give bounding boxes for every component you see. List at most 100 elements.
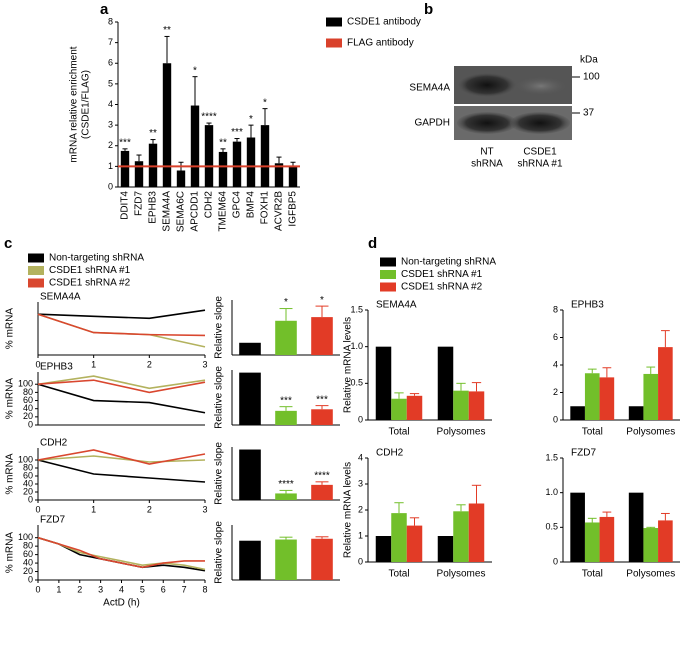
y-tick-label: 0 <box>358 556 363 566</box>
y-axis-label: Relative slope <box>214 366 225 429</box>
bar <box>275 410 297 425</box>
x-tick-label: 3 <box>202 359 207 369</box>
x-tick-label: IGFBP5 <box>288 191 299 227</box>
y-tick-label: 80 <box>23 541 33 551</box>
y-tick-label: 2 <box>358 504 363 514</box>
chart-title: CDH2 <box>376 448 404 459</box>
bar <box>239 540 261 580</box>
x-tick-label: 3 <box>202 504 207 514</box>
bar <box>628 406 644 420</box>
y-tick-label: 4 <box>108 99 113 109</box>
bar <box>453 390 469 420</box>
bar <box>311 538 333 580</box>
bar <box>437 346 454 420</box>
data-line <box>37 536 205 569</box>
y-tick-label: 100 <box>18 454 33 464</box>
bar <box>570 492 585 562</box>
bar <box>148 143 158 187</box>
bar <box>391 398 407 420</box>
blot-lane-label: shRNA <box>471 159 503 170</box>
significance: **** <box>278 479 294 490</box>
blot-marker: 37 <box>583 108 595 119</box>
x-tick-label: 1 <box>91 359 96 369</box>
bar <box>239 449 261 500</box>
legend-swatch <box>326 38 342 48</box>
y-axis-label: % mRNA <box>5 532 16 573</box>
y-tick-label: 8 <box>108 16 113 26</box>
panel-label: d <box>368 235 377 252</box>
legend-label: CSDE1 shRNA #1 <box>401 269 483 280</box>
bar <box>468 503 485 562</box>
x-tick-label: 5 <box>140 584 145 594</box>
blot-band <box>458 73 516 97</box>
bar <box>468 391 485 420</box>
y-axis-label: % mRNA <box>5 453 16 494</box>
bar <box>134 161 144 187</box>
y-tick-label: 6 <box>553 332 558 342</box>
legend-swatch <box>380 282 396 292</box>
y-tick-label: 40 <box>23 403 33 413</box>
legend-swatch <box>28 266 44 275</box>
y-tick-label: 4 <box>358 452 363 462</box>
bar <box>375 536 392 562</box>
significance: ** <box>219 137 227 148</box>
data-line <box>37 383 206 414</box>
y-tick-label: 0 <box>28 419 33 429</box>
y-tick-label: 80 <box>23 387 33 397</box>
x-tick-label: 7 <box>182 584 187 594</box>
significance: *** <box>316 394 328 405</box>
x-axis-label: ActD (h) <box>103 598 140 609</box>
legend-label: Non-targeting shRNA <box>49 253 144 264</box>
x-tick-label: 2 <box>147 359 152 369</box>
y-tick-label: 80 <box>23 462 33 472</box>
y-tick-label: 3 <box>358 478 363 488</box>
bar <box>311 484 333 500</box>
y-tick-label: 60 <box>23 549 33 559</box>
bar <box>628 492 644 562</box>
legend-label: Non-targeting shRNA <box>401 257 496 268</box>
significance: *** <box>280 395 292 406</box>
x-tick-label: TMEM64 <box>218 191 229 232</box>
bar <box>570 406 585 420</box>
x-tick-label: Total <box>582 569 603 580</box>
y-tick-label: 20 <box>23 486 33 496</box>
legend-swatch <box>28 253 44 263</box>
bar <box>239 342 261 355</box>
chart-title: FZD7 <box>571 448 596 459</box>
blot-lane-label: CSDE1 <box>523 147 557 158</box>
panel-label: c <box>4 235 12 252</box>
y-axis-label: Relative mRNA levels <box>343 462 354 558</box>
x-tick-label: FOXH1 <box>260 191 271 225</box>
bar <box>260 125 270 187</box>
x-tick-label: Polysomes <box>437 569 486 580</box>
bar <box>658 347 673 420</box>
bar <box>584 522 600 562</box>
data-line <box>37 536 206 571</box>
y-axis-label: Relative slope <box>214 296 225 359</box>
bar <box>246 137 256 187</box>
legend-label: CSDE1 shRNA #1 <box>49 265 131 276</box>
x-tick-label: 2 <box>77 584 82 594</box>
y-tick-label: 4 <box>553 359 558 369</box>
significance: * <box>249 114 253 125</box>
significance: ** <box>149 128 157 139</box>
y-axis-label: mRNA relative enrichment <box>69 46 80 162</box>
x-tick-label: 3 <box>98 584 103 594</box>
significance: * <box>193 65 197 76</box>
legend-label: CSDE1 shRNA #2 <box>401 282 483 293</box>
data-line <box>37 449 206 465</box>
x-tick-label: ACVR2B <box>274 191 285 231</box>
significance: *** <box>231 127 243 138</box>
x-tick-label: 4 <box>119 584 124 594</box>
y-tick-label: 0 <box>108 181 113 191</box>
blot-band <box>510 112 570 134</box>
y-tick-label: 0 <box>358 414 363 424</box>
blot-row-label: GAPDH <box>414 118 450 129</box>
y-tick-label: 1.5 <box>545 452 558 462</box>
data-line <box>37 379 206 394</box>
bar <box>599 377 615 420</box>
y-tick-label: 1 <box>108 161 113 171</box>
significance: *** <box>119 137 131 148</box>
y-tick-label: 0 <box>553 556 558 566</box>
legend-label: CSDE1 shRNA #2 <box>49 278 131 289</box>
